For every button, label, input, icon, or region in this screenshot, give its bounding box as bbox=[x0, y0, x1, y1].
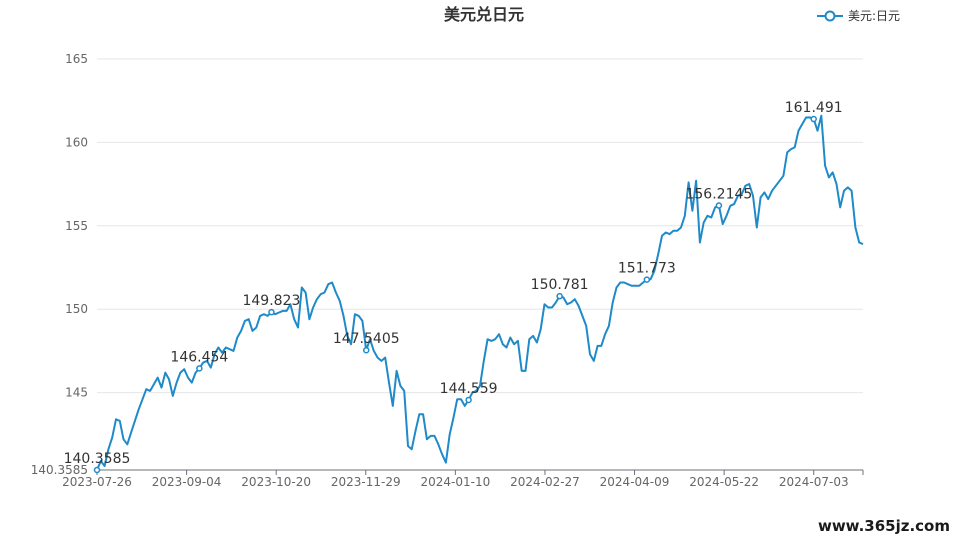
y-axis: 145 150 155 160 165 140.3585 bbox=[31, 52, 88, 477]
watermark: www.365jz.com bbox=[818, 517, 950, 535]
data-label: 161.491 bbox=[785, 100, 843, 116]
grid-lines bbox=[97, 58, 863, 394]
data-point-marker bbox=[465, 396, 472, 404]
data-label: 156.2145 bbox=[685, 187, 752, 203]
legend-label: 美元:日元 bbox=[848, 9, 900, 23]
x-tick-label: 2024-05-22 bbox=[689, 475, 759, 489]
y-tick-label: 160 bbox=[65, 135, 88, 149]
data-point-marker bbox=[93, 466, 101, 474]
data-point-marker bbox=[556, 292, 563, 300]
data-label: 146.454 bbox=[170, 349, 228, 365]
data-point-marker bbox=[362, 346, 370, 354]
data-label: 149.823 bbox=[242, 293, 300, 309]
y-tick-label: 145 bbox=[65, 386, 88, 400]
x-tick-label: 2023-11-29 bbox=[331, 475, 401, 489]
x-tick-label: 2023-10-20 bbox=[241, 475, 311, 489]
x-tick-label: 2023-07-26 bbox=[62, 475, 132, 489]
chart-title: 美元兑日元 bbox=[444, 5, 524, 24]
x-tick-label: 2023-09-04 bbox=[152, 475, 222, 489]
y-tick-label: 155 bbox=[65, 219, 88, 233]
y-min-label: 140.3585 bbox=[31, 463, 88, 477]
chart-legend[interactable]: 美元:日元 bbox=[817, 9, 900, 23]
x-axis: 2023-07-26 2023-09-04 2023-10-20 2023-11-29… bbox=[62, 469, 864, 489]
legend-marker-icon bbox=[824, 10, 836, 22]
data-label: 151.773 bbox=[618, 261, 676, 277]
data-label: 140.3585 bbox=[64, 451, 131, 467]
x-tick-label: 2024-01-10 bbox=[420, 475, 490, 489]
series-line bbox=[96, 114, 864, 471]
data-label: 144.559 bbox=[440, 381, 498, 397]
y-tick-label: 150 bbox=[65, 302, 88, 316]
data-point-marker bbox=[643, 276, 651, 283]
data-point-marker bbox=[268, 308, 275, 316]
x-tick-label: 2024-02-27 bbox=[510, 475, 580, 489]
x-tick-label: 2024-07-03 bbox=[779, 475, 849, 489]
data-labels: 140.3585 146.454 149.823 147.5405 144.559 150… bbox=[64, 100, 843, 474]
data-label: 150.781 bbox=[531, 277, 589, 293]
x-tick-label: 2024-04-09 bbox=[600, 475, 670, 489]
y-tick-label: 165 bbox=[65, 52, 88, 66]
data-label: 147.5405 bbox=[333, 331, 400, 347]
data-point-marker bbox=[810, 115, 817, 123]
data-point-marker bbox=[715, 202, 723, 209]
data-point-marker bbox=[196, 365, 203, 372]
series-layer bbox=[96, 114, 864, 471]
